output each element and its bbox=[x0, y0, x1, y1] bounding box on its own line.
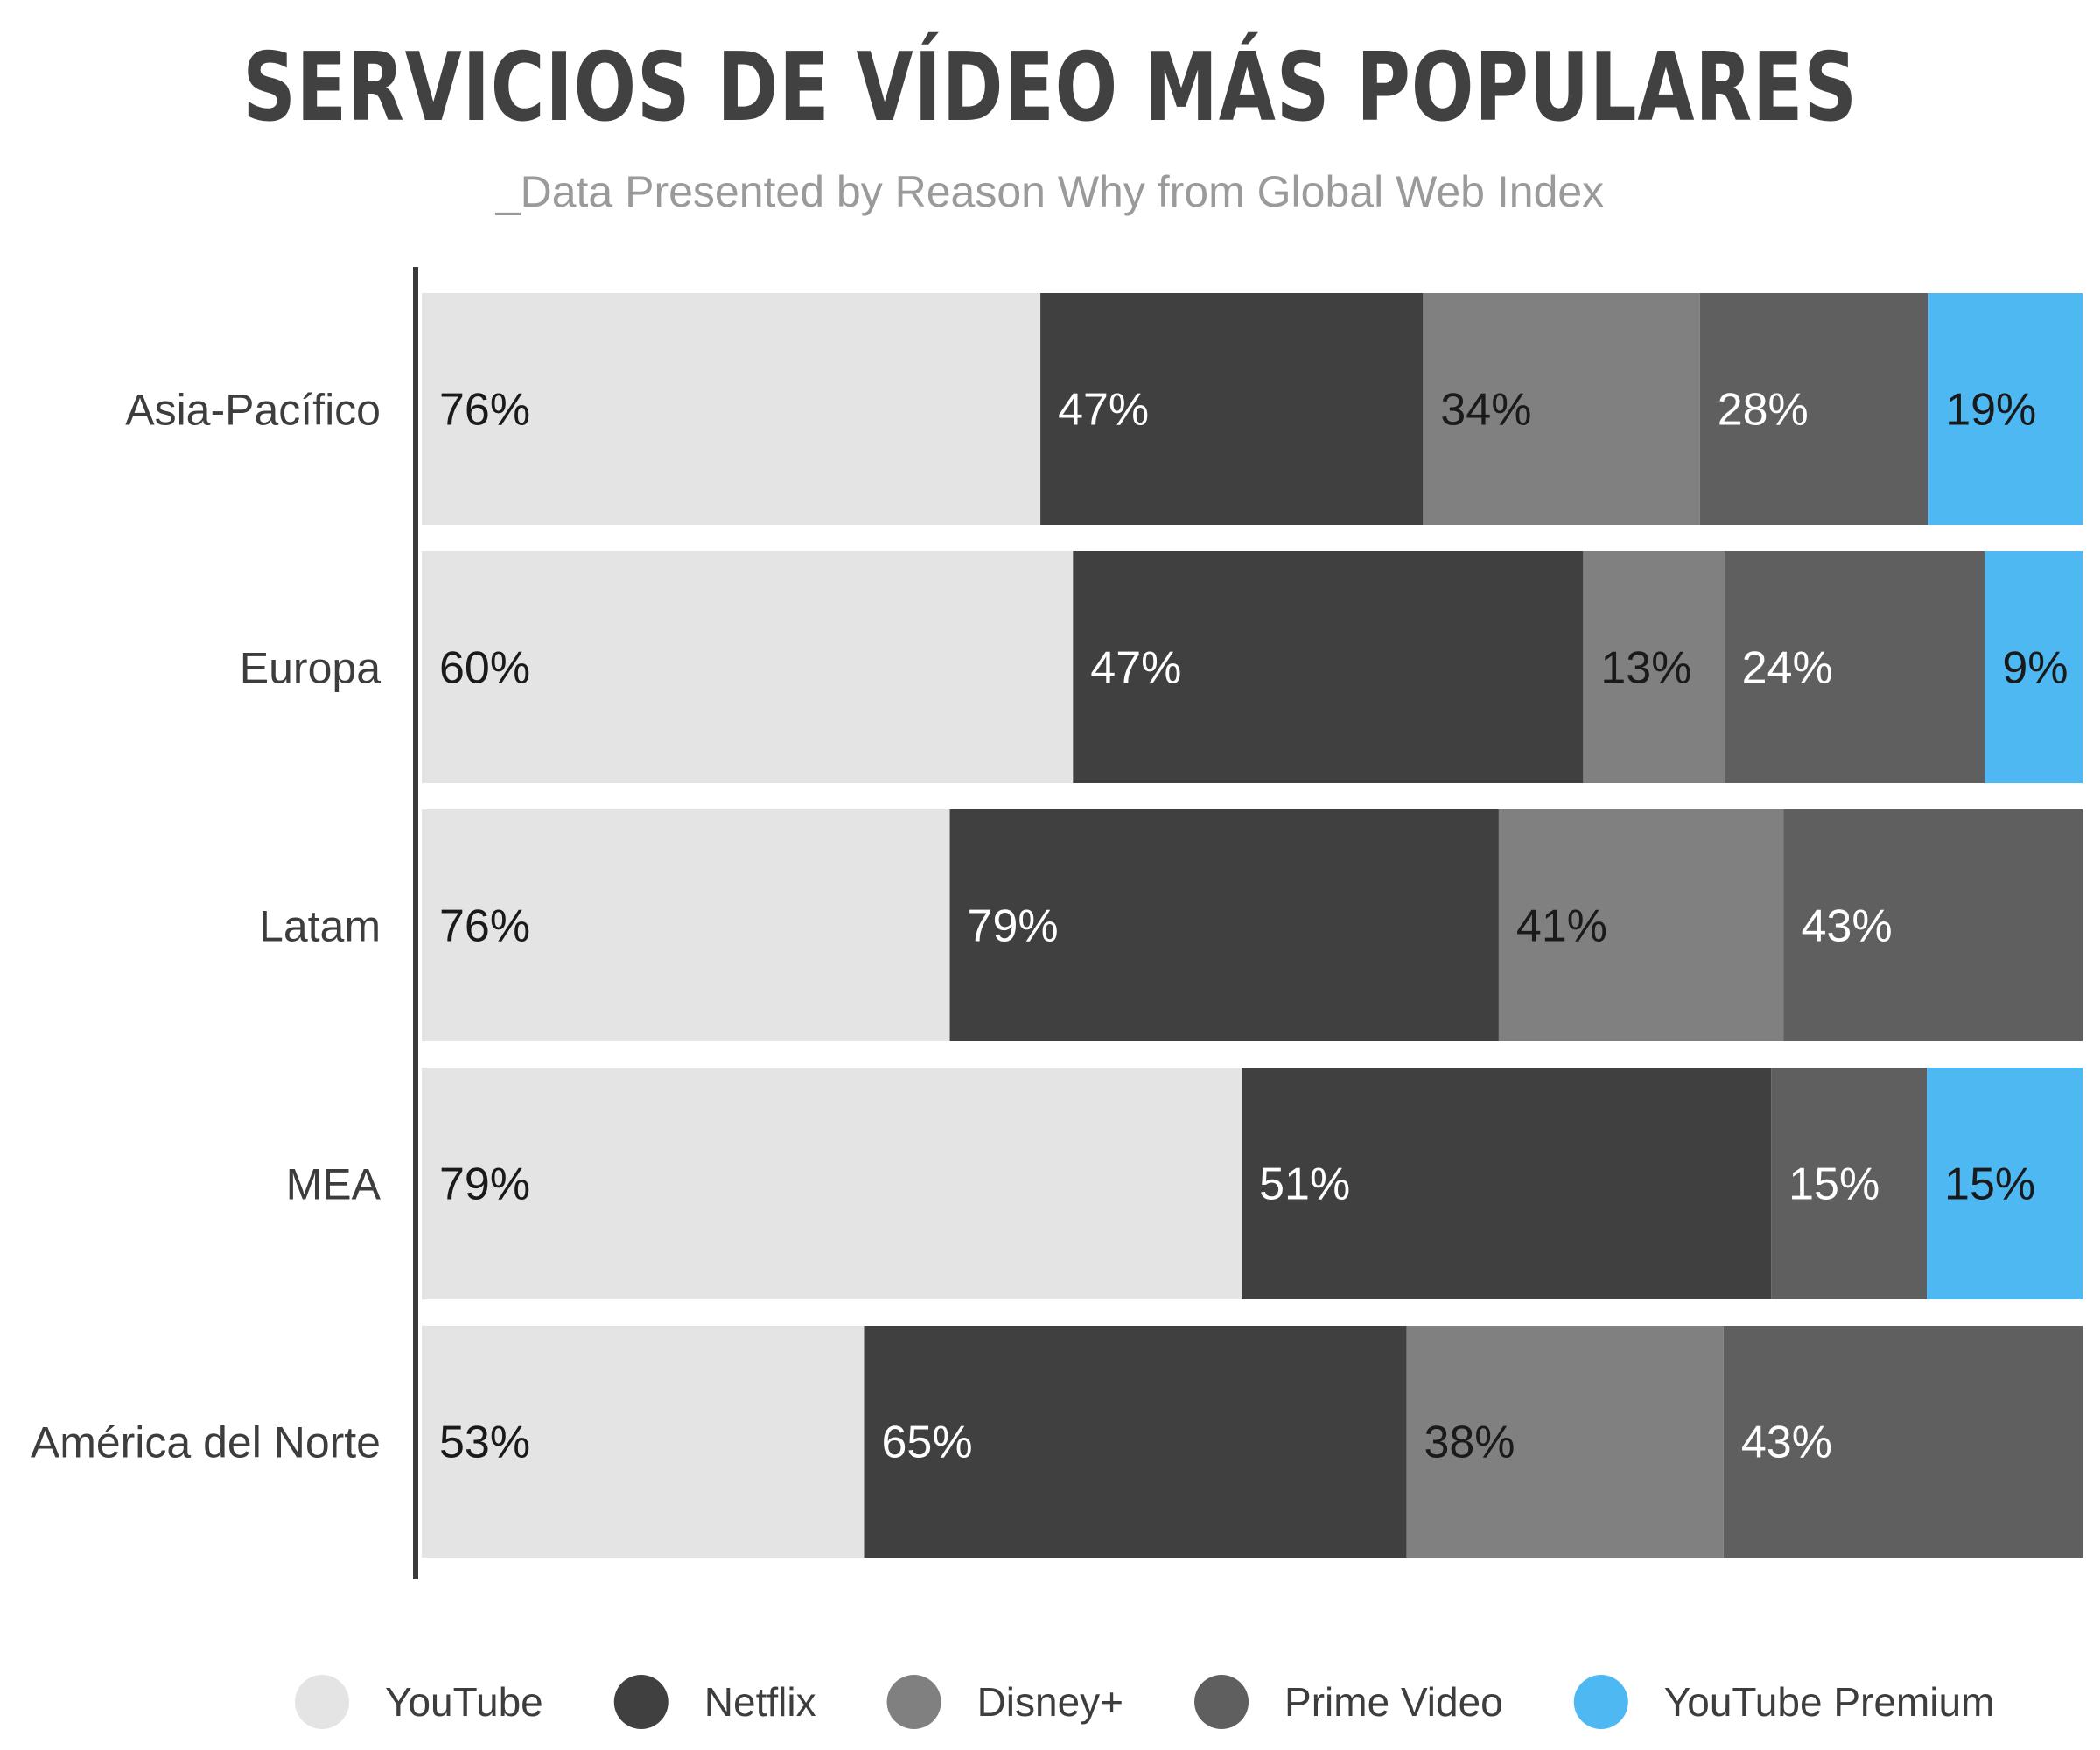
data-label: 13% bbox=[1600, 643, 1691, 694]
bar-segment bbox=[1928, 293, 2082, 525]
data-label: 47% bbox=[1090, 643, 1181, 694]
bar-segment bbox=[1724, 551, 1985, 783]
bar-segment bbox=[1583, 551, 1725, 783]
data-label: 76% bbox=[439, 901, 530, 952]
data-label: 79% bbox=[439, 1159, 530, 1210]
category-label: Latam bbox=[259, 902, 381, 951]
data-label: 53% bbox=[439, 1418, 530, 1468]
bar-segment bbox=[864, 1326, 1407, 1558]
legend-swatch bbox=[295, 1675, 349, 1729]
bar-segment bbox=[1498, 809, 1784, 1041]
data-label: 43% bbox=[1741, 1418, 1832, 1468]
data-label: 15% bbox=[1788, 1159, 1880, 1210]
bar-segment bbox=[1927, 1068, 2082, 1299]
data-label: 38% bbox=[1424, 1418, 1515, 1468]
bar-segment bbox=[949, 809, 1499, 1041]
bar-segment bbox=[1783, 809, 2082, 1041]
bar-segment bbox=[422, 1326, 864, 1558]
legend: YouTube Netflix Disney+ Prime Video YouTube … bbox=[295, 1675, 1994, 1729]
bar-segment bbox=[1242, 1068, 1772, 1299]
category-label: Europa bbox=[240, 644, 381, 693]
data-label: 65% bbox=[882, 1418, 973, 1468]
data-label: 9% bbox=[2002, 643, 2068, 694]
legend-swatch bbox=[613, 1675, 668, 1729]
legend-swatch bbox=[1573, 1675, 1628, 1729]
data-label: 43% bbox=[1802, 901, 1893, 952]
data-label: 15% bbox=[1944, 1159, 2035, 1210]
bar-segment bbox=[1723, 1326, 2082, 1558]
legend-label: YouTube bbox=[385, 1679, 543, 1725]
legend-swatch bbox=[1194, 1675, 1250, 1729]
bar-segment bbox=[422, 809, 950, 1041]
legend-label: Netflix bbox=[704, 1679, 816, 1725]
axis-layer: Asia-Pacífico Europa Latam MEA América del N… bbox=[31, 267, 418, 1579]
data-label: 19% bbox=[1945, 385, 2036, 436]
data-label: 60% bbox=[439, 643, 530, 694]
bar-segment bbox=[422, 293, 1041, 525]
category-label: Asia-Pacífico bbox=[125, 386, 381, 435]
bar-segment bbox=[1073, 551, 1584, 783]
bar-segment bbox=[1406, 1326, 1724, 1558]
bar-segment bbox=[1423, 293, 1700, 525]
chart-subtitle: _Data Presented by Reason Why from Globa… bbox=[495, 167, 1605, 216]
data-label: 47% bbox=[1058, 385, 1149, 436]
data-label: 28% bbox=[1718, 385, 1809, 436]
bar-segment bbox=[422, 1068, 1242, 1299]
legend-swatch bbox=[886, 1675, 942, 1729]
legend-label: Disney+ bbox=[977, 1679, 1124, 1725]
legend-label: YouTube Premium bbox=[1664, 1679, 1995, 1725]
legend-label: Prime Video bbox=[1284, 1679, 1503, 1725]
bar-segment bbox=[1771, 1068, 1928, 1299]
bar-segment bbox=[1040, 293, 1424, 525]
data-label: 51% bbox=[1259, 1159, 1350, 1210]
data-label: 41% bbox=[1516, 901, 1607, 952]
category-label: América del Norte bbox=[31, 1418, 381, 1467]
bar-segment bbox=[1984, 551, 2082, 783]
data-label: 76% bbox=[439, 385, 530, 436]
data-label: 24% bbox=[1742, 643, 1833, 694]
bars-layer: 76% 47% 34% 28% 19% 60% 47% 13% 24% 9% 76% 79% 41% 43… bbox=[422, 293, 2082, 1558]
bar-segment bbox=[422, 551, 1074, 783]
y-axis-line bbox=[413, 267, 418, 1579]
data-label: 79% bbox=[968, 901, 1059, 952]
category-label: MEA bbox=[286, 1160, 382, 1209]
chart-title: SERVICIOS DE VÍDEO MÁS POPULARES bbox=[242, 33, 1858, 143]
data-label: 34% bbox=[1440, 385, 1531, 436]
bar-segment bbox=[1699, 293, 1928, 525]
